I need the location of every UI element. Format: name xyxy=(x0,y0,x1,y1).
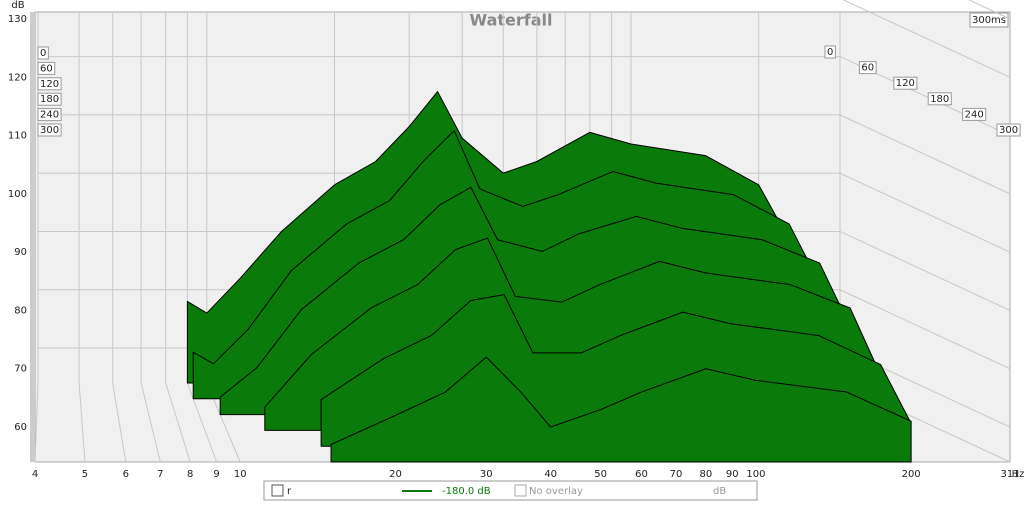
y-unit: dB xyxy=(11,0,24,11)
grid-line xyxy=(842,0,1011,78)
time-label: 180 xyxy=(930,94,949,105)
legend-unit: dB xyxy=(713,486,726,497)
grid-line xyxy=(140,382,161,463)
slice xyxy=(330,356,912,463)
x-tick-label: 4 xyxy=(32,469,38,480)
time-label-box xyxy=(37,61,56,75)
time-label: 240 xyxy=(40,110,59,121)
time-label: 120 xyxy=(896,78,915,89)
time-range-label: 300ms xyxy=(972,15,1006,26)
legend-box xyxy=(263,480,758,501)
time-label-box xyxy=(996,123,1021,137)
grid-line xyxy=(186,382,218,463)
grid-line xyxy=(839,289,1011,370)
time-label-box xyxy=(37,46,49,60)
trace-checkbox[interactable] xyxy=(271,484,284,497)
grid-line xyxy=(34,382,39,463)
grid-line xyxy=(839,172,1011,253)
chart-title: Waterfall xyxy=(470,11,553,30)
time-label-box xyxy=(927,92,952,106)
time-range-box xyxy=(969,12,1009,28)
x-tick-label: 80 xyxy=(700,469,713,480)
x-tick-label: 200 xyxy=(902,469,921,480)
time-label-box xyxy=(893,76,918,90)
x-tick-label: 60 xyxy=(635,469,648,480)
time-label: 0 xyxy=(40,48,46,59)
overlay-checkbox[interactable] xyxy=(514,484,527,497)
time-label: 300 xyxy=(40,125,59,136)
grid-line xyxy=(165,382,191,463)
time-label-box xyxy=(37,123,62,137)
x-tick-label: 30 xyxy=(480,469,493,480)
time-label: 120 xyxy=(40,79,59,90)
grid-line xyxy=(78,382,86,463)
grid-line xyxy=(112,382,127,463)
time-label-box xyxy=(824,45,836,59)
time-label: 60 xyxy=(40,63,53,74)
y-tick-label: 80 xyxy=(14,305,27,316)
overlay-label: No overlay xyxy=(529,486,583,497)
x-tick-label: 70 xyxy=(670,469,683,480)
x-tick-label: 5 xyxy=(82,469,88,480)
trace-level: -180.0 dB xyxy=(442,486,491,497)
x-tick-label: 20 xyxy=(389,469,402,480)
grid-line xyxy=(839,114,1011,195)
y-tick-label: 90 xyxy=(14,247,27,258)
x-tick-label: 10 xyxy=(234,469,247,480)
grid-line xyxy=(967,0,1011,20)
x-tick-label: 8 xyxy=(187,469,193,480)
x-tick-label: 6 xyxy=(123,469,129,480)
x-tick-label: 311 xyxy=(1000,469,1019,480)
time-label-box xyxy=(37,77,62,91)
x-tick-label: 100 xyxy=(746,469,765,480)
y-tick-label: 70 xyxy=(14,364,27,375)
y-tick-label: 110 xyxy=(8,131,27,142)
x-tick-label: 40 xyxy=(544,469,557,480)
time-label-box xyxy=(37,108,62,122)
time-label-box xyxy=(962,107,987,121)
y-tick-label: 130 xyxy=(8,14,27,25)
x-tick-label: 9 xyxy=(213,469,219,480)
x-tick-label: 90 xyxy=(726,469,739,480)
grid-line xyxy=(839,230,1011,311)
legend: r -180.0 dB No overlay dB xyxy=(263,480,758,501)
x-tick-label: 50 xyxy=(594,469,607,480)
y-tick-label: 60 xyxy=(14,422,27,433)
time-label: 300 xyxy=(999,125,1018,136)
x-unit: Hz xyxy=(1012,469,1024,480)
time-label: 240 xyxy=(965,109,984,120)
time-label: 0 xyxy=(827,47,833,58)
time-label: 180 xyxy=(40,94,59,105)
time-label-box xyxy=(37,92,62,106)
y-tick-label: 100 xyxy=(8,189,27,200)
x-tick-label: 7 xyxy=(157,469,163,480)
time-label-box xyxy=(858,61,877,75)
trace-name: r xyxy=(287,486,292,497)
y-tick-label: 120 xyxy=(8,72,27,83)
axis-bar xyxy=(30,12,35,462)
time-label: 60 xyxy=(861,63,874,74)
